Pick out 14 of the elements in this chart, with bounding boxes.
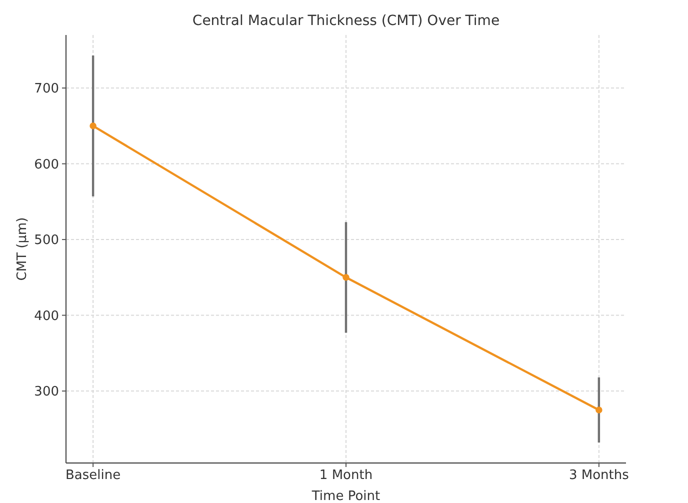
chart-title: Central Macular Thickness (CMT) Over Time (192, 13, 500, 29)
x-axis-title: Time Point (310, 489, 380, 503)
x-tick-label: Baseline (66, 468, 121, 483)
point (90, 122, 96, 130)
point (342, 274, 350, 281)
y-tick-label: 400 (34, 308, 59, 324)
y-axis-title: CMT (µm) (15, 217, 30, 281)
x-tick-label: 3 Months (568, 468, 630, 483)
y-tick-label: 500 (34, 233, 59, 248)
x-tick-label: 1 Month (319, 468, 373, 483)
y-tick-label: 300 (34, 384, 59, 400)
y-tick-label: 700 (34, 82, 59, 97)
point (596, 406, 602, 414)
y-tick-label: 600 (34, 157, 59, 172)
